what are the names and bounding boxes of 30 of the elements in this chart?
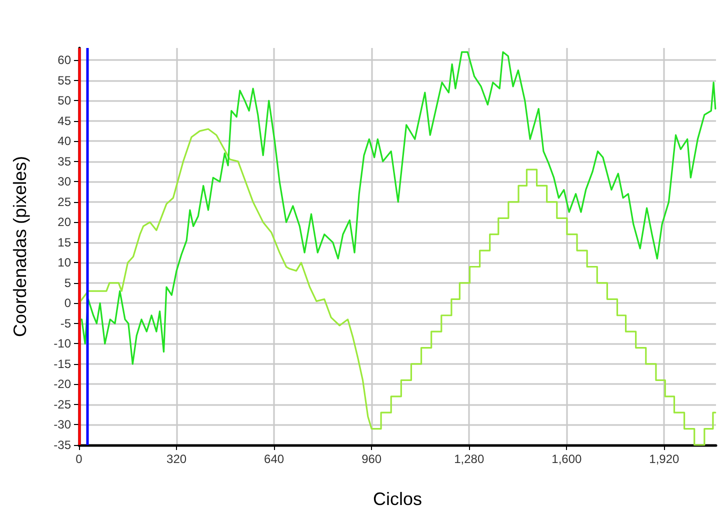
y-tick-label: 40 (58, 134, 72, 148)
x-tick-label: 1,600 (552, 452, 582, 466)
y-tick-label: 30 (58, 174, 72, 189)
y-tick-label: -10 (54, 336, 72, 351)
x-tick-label: 1,280 (454, 452, 484, 466)
line-series (78, 51, 716, 365)
y-tick-label: 60 (58, 53, 72, 68)
y-axis-title: Coordenadas (pixeles) (10, 156, 30, 338)
y-tick-label: 10 (58, 256, 72, 270)
x-tick-label: 320 (166, 452, 187, 466)
y-tick-label: -5 (60, 316, 72, 330)
y-tick-label: 45 (58, 114, 72, 128)
y-tick-label: 5 (64, 276, 72, 290)
y-tick-label: -25 (54, 397, 72, 412)
x-tick-label: 640 (264, 452, 284, 466)
y-tick-label: -15 (54, 356, 72, 371)
y-tick-label: 55 (58, 73, 72, 88)
y-tick-label: -20 (54, 377, 72, 392)
y-tick-label: 0 (64, 296, 72, 310)
x-tick-label: 960 (362, 452, 382, 466)
y-tick-label: 35 (58, 154, 72, 168)
y-tick-label: -30 (54, 418, 72, 432)
x-tick-label: 0 (76, 452, 83, 466)
y-tick-label: 20 (58, 215, 72, 230)
y-tick-label: -35 (54, 438, 72, 452)
x-axis-title: Ciclos (372, 489, 422, 509)
y-tick-label: 15 (58, 235, 72, 250)
y-tick-label: 25 (58, 194, 72, 209)
x-tick-label: 1,920 (649, 452, 680, 466)
y-tick-label: 50 (58, 94, 72, 108)
